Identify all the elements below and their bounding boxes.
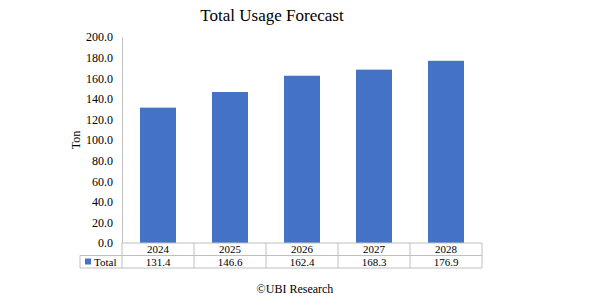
y-tick: 40.0 xyxy=(92,195,122,209)
bar xyxy=(356,70,392,243)
table-line xyxy=(80,255,482,256)
y-axis-title: Ton xyxy=(69,131,83,150)
bar xyxy=(284,76,320,243)
x-tick-label: 2026 xyxy=(291,243,314,255)
y-axis-line xyxy=(122,38,123,244)
table-value: 146.6 xyxy=(218,256,243,268)
legend-label: Total xyxy=(94,256,116,268)
table-line xyxy=(122,243,123,268)
x-tick-label: 2025 xyxy=(219,243,242,255)
table-line xyxy=(338,243,339,268)
y-tick: 140.0 xyxy=(86,92,122,106)
y-tick-label: 100.0 xyxy=(86,133,113,147)
y-tick-label: 140.0 xyxy=(86,92,113,106)
x-tick-label: 2027 xyxy=(363,243,386,255)
bars xyxy=(140,61,464,243)
table-line xyxy=(266,243,267,268)
bar xyxy=(140,108,176,243)
y-tick: 60.0 xyxy=(92,175,122,189)
chart: Total Usage Forecast 0.0 20.0 40.0 60.0 80.0 1… xyxy=(0,0,600,300)
y-tick-label: 20.0 xyxy=(92,216,113,230)
source-note: ©UBI Research xyxy=(257,282,334,296)
y-tick-label: 80.0 xyxy=(92,154,113,168)
table-value: 162.4 xyxy=(290,256,315,268)
y-tick: 80.0 xyxy=(92,154,122,168)
legend-swatch xyxy=(85,259,91,265)
y-tick: 0.0 xyxy=(98,236,122,250)
x-tick-label: 2024 xyxy=(147,243,170,255)
y-tick-label: 160.0 xyxy=(86,72,113,86)
table-line xyxy=(80,268,482,269)
y-tick-label: 40.0 xyxy=(92,195,113,209)
data-table: 2024 2025 2026 2027 2028 Total 131.4 146.6 162.4… xyxy=(80,243,482,268)
y-tick-label: 120.0 xyxy=(86,113,113,127)
table-line xyxy=(194,243,195,268)
table-value: 131.4 xyxy=(146,256,171,268)
y-tick: 160.0 xyxy=(86,72,122,86)
table-value: 176.9 xyxy=(434,256,459,268)
title: Total Usage Forecast xyxy=(200,6,344,25)
x-tick-label: 2028 xyxy=(435,243,458,255)
bar xyxy=(428,61,464,243)
y-tick: 120.0 xyxy=(86,113,122,127)
y-axis: 0.0 20.0 40.0 60.0 80.0 100.0 120.0 140.0 160.0 1… xyxy=(86,30,123,250)
y-tick: 20.0 xyxy=(92,216,122,230)
y-tick-label: 200.0 xyxy=(86,30,113,44)
y-tick: 100.0 xyxy=(86,133,122,147)
y-tick-label: 0.0 xyxy=(98,236,113,250)
table-line xyxy=(80,256,81,269)
table-line xyxy=(482,243,483,268)
table-line xyxy=(410,243,411,268)
table-value: 168.3 xyxy=(362,256,387,268)
y-tick-label: 180.0 xyxy=(86,51,113,65)
y-tick-label: 60.0 xyxy=(92,175,113,189)
y-tick: 180.0 xyxy=(86,51,122,65)
bar xyxy=(212,92,248,243)
y-tick: 200.0 xyxy=(86,30,122,44)
